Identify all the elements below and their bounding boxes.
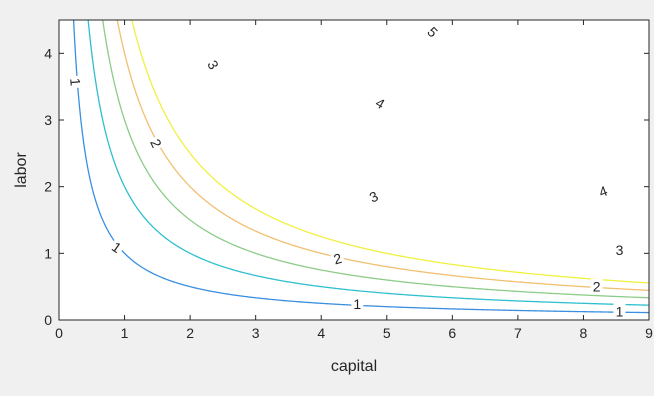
svg-text:2: 2 xyxy=(593,279,601,295)
contour-line-level-5 xyxy=(131,20,649,284)
contour-line-level-3 xyxy=(102,20,649,299)
contour-line-level-4 xyxy=(116,20,649,292)
contour-label-level-3-2: 3 xyxy=(613,242,626,258)
x-axis-label: capital xyxy=(331,358,377,375)
x-tick-label-4: 4 xyxy=(317,325,325,341)
x-tick-label-5: 5 xyxy=(383,325,391,341)
x-tick-label-3: 3 xyxy=(252,325,260,341)
y-axis-label: labor xyxy=(13,152,30,188)
contour-label-level-4-0: 4 xyxy=(371,93,390,114)
contour-label-level-2-0: 2 xyxy=(146,134,166,153)
y-tick-label-2: 2 xyxy=(44,179,52,195)
x-tick-label-9: 9 xyxy=(645,325,653,341)
contour-label-level-4-1: 4 xyxy=(594,181,612,201)
contour-label-level-2-2: 2 xyxy=(590,278,603,295)
contour-line-level-2 xyxy=(87,20,649,306)
plot-area xyxy=(59,20,649,320)
x-tick-label-7: 7 xyxy=(514,325,522,341)
y-tick-label-1: 1 xyxy=(44,245,52,261)
x-tick-label-1: 1 xyxy=(121,325,129,341)
contour-lines xyxy=(72,20,649,314)
contour-label-level-1-0: 1 xyxy=(66,75,84,89)
x-tick-label-8: 8 xyxy=(580,325,588,341)
svg-text:1: 1 xyxy=(353,296,361,312)
contour-label-level-1-3: 1 xyxy=(613,303,626,320)
svg-text:1: 1 xyxy=(616,303,624,319)
y-tick-label-4: 4 xyxy=(44,45,52,61)
contour-label-level-1-2: 1 xyxy=(351,296,364,312)
x-tick-label-0: 0 xyxy=(55,325,63,341)
svg-text:3: 3 xyxy=(616,242,624,258)
contour-label-level-2-1: 2 xyxy=(329,249,346,268)
contour-label-level-3-0: 3 xyxy=(203,55,224,74)
svg-text:1: 1 xyxy=(67,77,84,86)
y-tick-label-3: 3 xyxy=(44,112,52,128)
contour-label-level-1-1: 1 xyxy=(107,237,127,258)
x-tick-label-6: 6 xyxy=(448,325,456,341)
y-tick-label-0: 0 xyxy=(44,312,52,328)
x-tick-label-2: 2 xyxy=(186,325,194,341)
contour-label-level-3-1: 3 xyxy=(364,186,383,207)
svg-text:2: 2 xyxy=(332,250,344,268)
plot-frame xyxy=(58,19,650,321)
